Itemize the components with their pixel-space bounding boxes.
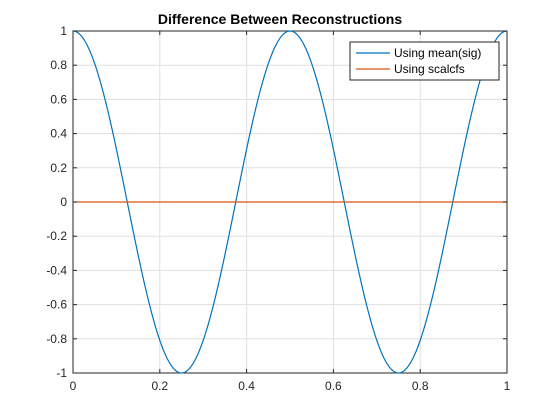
x-tick-label: 0.4 (238, 379, 255, 393)
series-line-1 (72, 30, 508, 374)
y-tick-label: -0.4 (46, 263, 67, 277)
y-tick-label: -0.6 (46, 298, 67, 312)
legend-box (349, 41, 500, 81)
y-tick-label: 0.4 (50, 127, 67, 141)
x-tick-label: 0 (70, 379, 77, 393)
x-tick-label: 0.6 (325, 379, 342, 393)
legend-label-2: Using scalcfs (394, 62, 465, 76)
y-tick-label: -0.2 (46, 229, 67, 243)
y-tick-label: 0.8 (50, 58, 67, 72)
axis-ticks: 0 0.2 0.4 0.6 0.8 1 -1 -0.8 -0.6 -0.4 -0.2 0 0.2 0.4 0… (46, 24, 510, 393)
y-tick-label: -0.8 (46, 332, 67, 346)
chart-title: Difference Between Reconstructions (158, 11, 402, 27)
x-tick-label: 0.2 (151, 379, 168, 393)
grid (72, 30, 508, 374)
x-tick-label: 1 (504, 379, 511, 393)
x-tick-label: 0.8 (412, 379, 429, 393)
y-tick-label: 0.6 (50, 92, 67, 106)
y-tick-label: -1 (56, 366, 67, 380)
y-tick-label: 1 (60, 24, 67, 38)
series-layer (72, 30, 508, 374)
y-tick-label: 0.2 (50, 161, 67, 175)
legend: Using mean(sig) Using scalcfs (349, 41, 500, 81)
legend-label-1: Using mean(sig) (394, 46, 481, 60)
y-tick-label: 0 (60, 195, 67, 209)
